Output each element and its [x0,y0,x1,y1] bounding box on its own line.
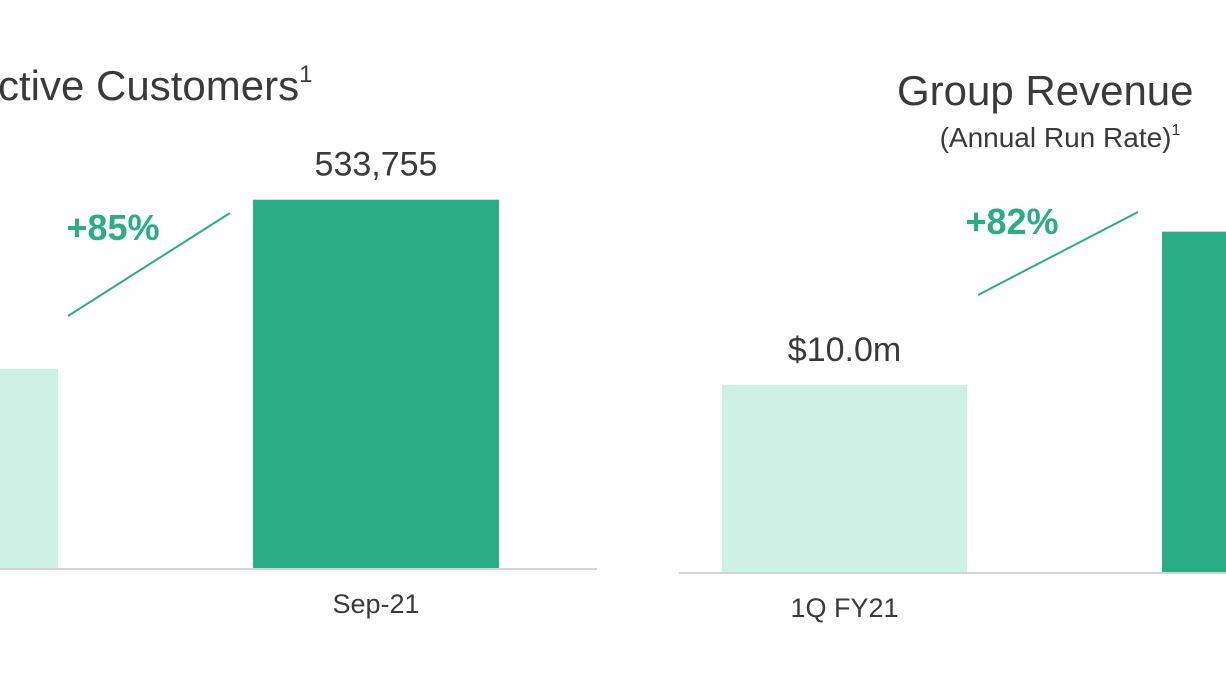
growth-line [67,212,231,317]
bar [0,368,58,568]
growth-annotation: +85% [66,207,159,248]
value-label: 533,755 [315,146,438,184]
growth-annotation: +82% [965,201,1058,242]
subtitle-text: (Annual Run Rate) [940,122,1172,153]
subtitle-note: 1 [1172,122,1181,139]
bar [722,385,967,572]
title-note: 1 [299,61,312,88]
value-label: $10.0m [788,331,901,369]
chart-title: ctive Customers1 [0,61,312,109]
x-tick-label: 1Q FY21 [790,593,898,623]
title-text: Group Revenue [897,67,1194,114]
x-tick-label: Sep-21 [332,589,419,619]
growth-line [977,211,1139,296]
chart-subtitle: (Annual Run Rate)1 [940,122,1181,153]
bar [253,199,499,568]
bar [1162,231,1226,572]
chart-title: Group Revenue [897,67,1194,114]
title-text: ctive Customers [0,62,299,109]
